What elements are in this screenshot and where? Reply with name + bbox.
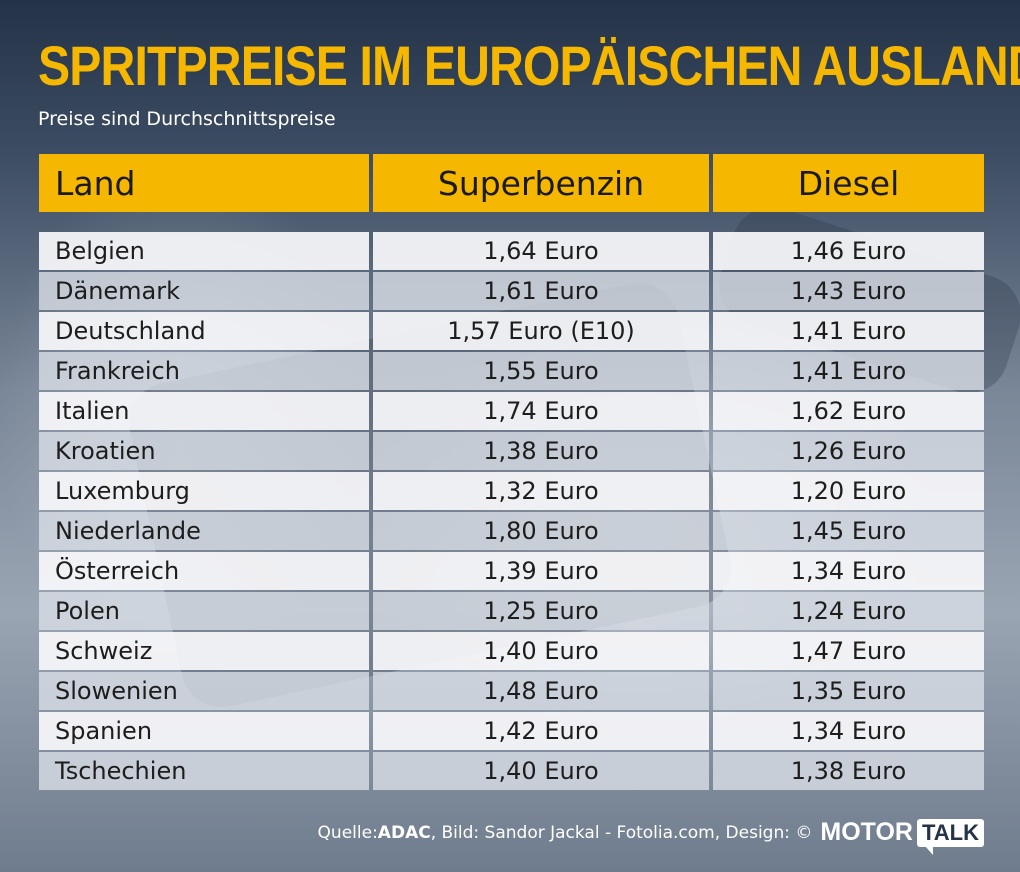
table-row: Spanien 1,42 Euro 1,34 Euro: [39, 712, 984, 750]
cell-diesel: 1,34 Euro: [713, 712, 984, 750]
cell-superbenzin: 1,64 Euro: [373, 232, 709, 270]
cell-diesel: 1,62 Euro: [713, 392, 984, 430]
cell-diesel: 1,41 Euro: [713, 352, 984, 390]
cell-superbenzin: 1,39 Euro: [373, 552, 709, 590]
cell-land: Belgien: [39, 232, 369, 270]
cell-diesel: 1,46 Euro: [713, 232, 984, 270]
table-row: Schweiz 1,40 Euro 1,47 Euro: [39, 632, 984, 670]
table-row: Dänemark 1,61 Euro 1,43 Euro: [39, 272, 984, 310]
cell-land: Frankreich: [39, 352, 369, 390]
table-row: Luxemburg 1,32 Euro 1,20 Euro: [39, 472, 984, 510]
table-row: Italien 1,74 Euro 1,62 Euro: [39, 392, 984, 430]
cell-superbenzin: 1,40 Euro: [373, 752, 709, 790]
cell-land: Kroatien: [39, 432, 369, 470]
cell-land: Dänemark: [39, 272, 369, 310]
column-header-superbenzin: Superbenzin: [373, 154, 709, 212]
cell-superbenzin: 1,74 Euro: [373, 392, 709, 430]
source-prefix: Quelle:: [317, 822, 378, 843]
cell-land: Niederlande: [39, 512, 369, 550]
cell-superbenzin: 1,61 Euro: [373, 272, 709, 310]
cell-land: Spanien: [39, 712, 369, 750]
cell-land: Italien: [39, 392, 369, 430]
price-table: Land Superbenzin Diesel Belgien 1,64 Euro…: [39, 154, 984, 792]
cell-diesel: 1,47 Euro: [713, 632, 984, 670]
cell-land: Tschechien: [39, 752, 369, 790]
logo-talk-bubble: TALK: [916, 818, 984, 855]
cell-superbenzin: 1,32 Euro: [373, 472, 709, 510]
cell-diesel: 1,26 Euro: [713, 432, 984, 470]
cell-superbenzin: 1,57 Euro (E10): [373, 312, 709, 350]
cell-superbenzin: 1,80 Euro: [373, 512, 709, 550]
credit-text: , Bild: Sandor Jackal - Fotolia.com, Des…: [430, 822, 813, 843]
column-header-diesel: Diesel: [713, 154, 984, 212]
table-header: Land Superbenzin Diesel: [39, 154, 984, 212]
table-row: Slowenien 1,48 Euro 1,35 Euro: [39, 672, 984, 710]
cell-diesel: 1,43 Euro: [713, 272, 984, 310]
cell-diesel: 1,20 Euro: [713, 472, 984, 510]
table-row: Deutschland 1,57 Euro (E10) 1,41 Euro: [39, 312, 984, 350]
cell-land: Luxemburg: [39, 472, 369, 510]
cell-diesel: 1,34 Euro: [713, 552, 984, 590]
footer-credits: Quelle: ADAC , Bild: Sandor Jackal - Fot…: [317, 818, 984, 855]
table-row: Kroatien 1,38 Euro 1,26 Euro: [39, 432, 984, 470]
cell-land: Slowenien: [39, 672, 369, 710]
cell-diesel: 1,38 Euro: [713, 752, 984, 790]
cell-superbenzin: 1,25 Euro: [373, 592, 709, 630]
table-row: Niederlande 1,80 Euro 1,45 Euro: [39, 512, 984, 550]
table-row: Polen 1,25 Euro 1,24 Euro: [39, 592, 984, 630]
table-row: Tschechien 1,40 Euro 1,38 Euro: [39, 752, 984, 790]
logo-motor-text: MOTOR: [820, 818, 913, 846]
cell-diesel: 1,24 Euro: [713, 592, 984, 630]
source-name: ADAC: [377, 822, 431, 843]
cell-diesel: 1,35 Euro: [713, 672, 984, 710]
page-title: SPRITPREISE IM EUROPÄISCHEN AUSLAND: [38, 34, 1020, 97]
table-row: Belgien 1,64 Euro 1,46 Euro: [39, 232, 984, 270]
cell-superbenzin: 1,48 Euro: [373, 672, 709, 710]
cell-superbenzin: 1,55 Euro: [373, 352, 709, 390]
table-body: Belgien 1,64 Euro 1,46 Euro Dänemark 1,61 Eu…: [39, 232, 984, 790]
table-row: Frankreich 1,55 Euro 1,41 Euro: [39, 352, 984, 390]
cell-land: Österreich: [39, 552, 369, 590]
cell-superbenzin: 1,38 Euro: [373, 432, 709, 470]
cell-superbenzin: 1,42 Euro: [373, 712, 709, 750]
page-subtitle: Preise sind Durchschnittspreise: [38, 108, 336, 130]
column-header-land: Land: [39, 154, 369, 212]
cell-land: Schweiz: [39, 632, 369, 670]
cell-land: Deutschland: [39, 312, 369, 350]
cell-superbenzin: 1,40 Euro: [373, 632, 709, 670]
motortalk-logo: MOTOR TALK: [820, 818, 984, 855]
table-row: Österreich 1,39 Euro 1,34 Euro: [39, 552, 984, 590]
cell-diesel: 1,41 Euro: [713, 312, 984, 350]
cell-diesel: 1,45 Euro: [713, 512, 984, 550]
cell-land: Polen: [39, 592, 369, 630]
